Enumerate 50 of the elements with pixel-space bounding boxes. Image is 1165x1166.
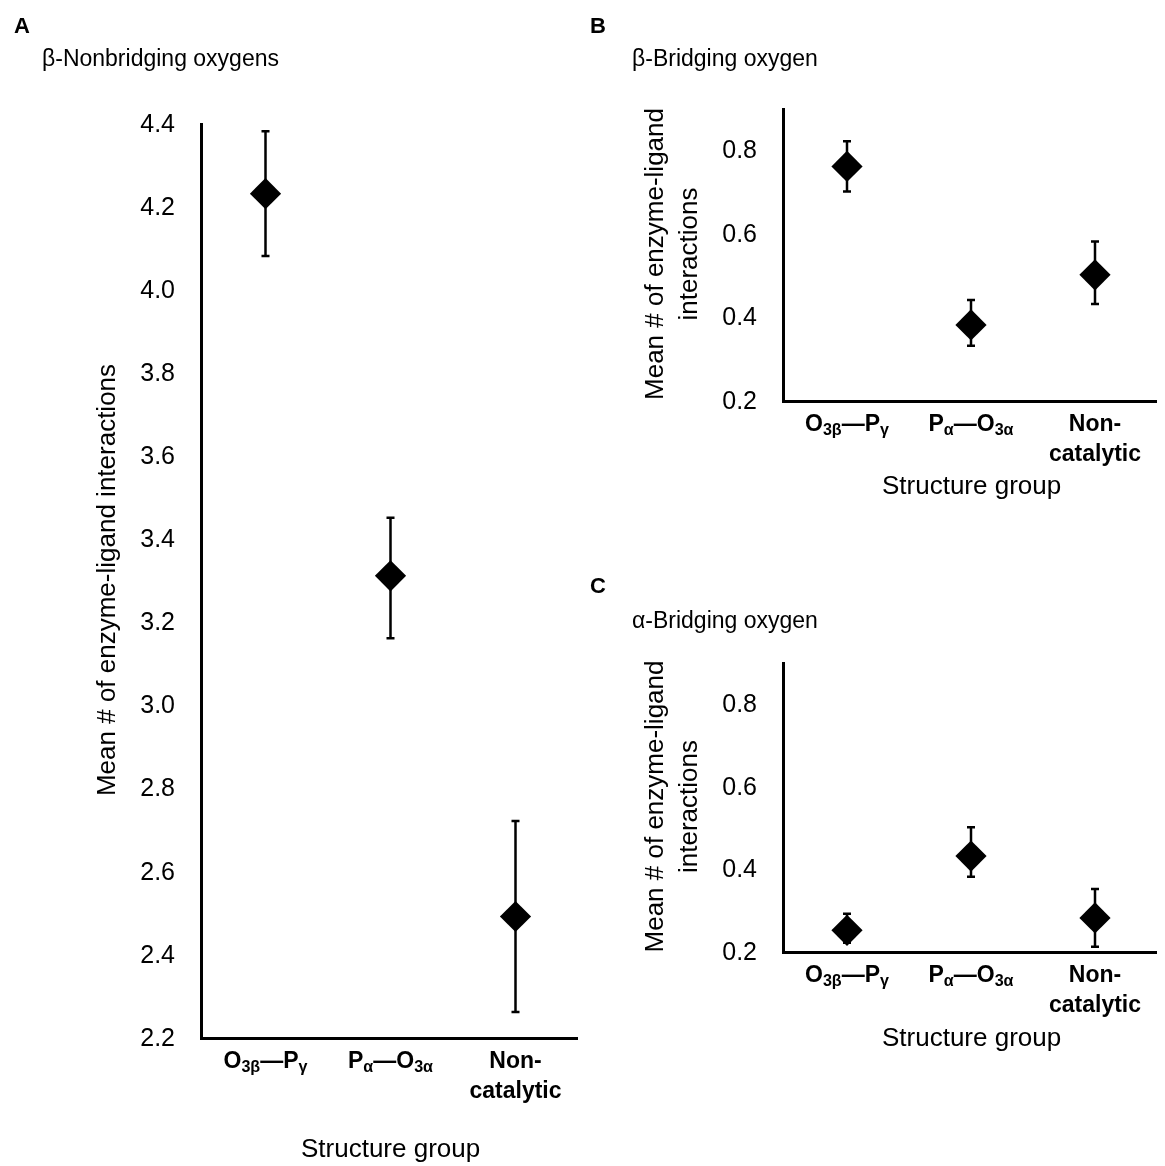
point	[249, 178, 282, 210]
y-tick-label: 0.4	[722, 302, 758, 331]
x-tick-label: P$_{α}$—O$_{3α}$	[928, 960, 1014, 990]
point	[1079, 259, 1111, 291]
x-tick-label: Non-catalytic	[469, 1046, 562, 1103]
x-tick-label: O$_{3β}$—P$_{γ}$	[805, 960, 890, 990]
x-axis-title: Structure group	[301, 1133, 481, 1163]
y-tick-label: 0.2	[722, 936, 757, 965]
x-axis-title: Structure group	[882, 1022, 1062, 1052]
y-tick-label: 2.4	[140, 939, 176, 968]
y-tick-label: 2.6	[140, 856, 175, 885]
text: B	[590, 13, 606, 38]
y-tick-label: 2.8	[140, 773, 175, 802]
y-tick-label: 0.6	[722, 218, 757, 247]
y-tick-label: 3.6	[140, 441, 175, 470]
x-tick-label: Non-catalytic	[1048, 409, 1142, 466]
x-tick-label: O$_{3β}$—P$_{γ}$	[223, 1046, 308, 1076]
y-axis-title: Mean # of enzyme-ligand interactions	[638, 660, 703, 953]
chart-title: β-Bridging oxygen	[632, 45, 818, 71]
y-tick-label: 0.2	[722, 385, 757, 414]
y-axis-title: Mean # of enzyme-ligand interactions	[90, 363, 121, 797]
y-tick-label: 3.8	[140, 358, 175, 387]
text: C	[590, 573, 606, 598]
point	[955, 840, 987, 872]
chart-title: α-Bridging oxygen	[632, 607, 818, 633]
point	[831, 150, 863, 182]
y-tick-label: 3.2	[140, 607, 175, 636]
chart-title: β-Nonbridging oxygens	[42, 45, 279, 71]
y-axis-title: Mean # of enzyme-ligand interactions	[638, 108, 703, 400]
y-tick-label: 4.2	[140, 191, 175, 220]
x-tick-label: Non-catalytic	[1048, 960, 1142, 1017]
point	[1079, 902, 1111, 934]
y-tick-label: 2.2	[140, 1022, 175, 1051]
x-tick-label: P$_{α}$—O$_{3α}$	[928, 409, 1014, 439]
y-tick-label: 0.4	[722, 854, 758, 883]
x-tick-label: P$_{α}$—O$_{3α}$	[348, 1046, 434, 1076]
y-tick-label: 0.6	[722, 771, 757, 800]
y-tick-label: 0.8	[722, 689, 757, 718]
y-tick-label: 0.8	[722, 135, 757, 164]
text: A	[14, 13, 30, 38]
x-tick-label: O$_{3β}$—P$_{γ}$	[805, 409, 890, 439]
x-axis-title: Structure group	[882, 470, 1062, 500]
y-tick-label: 3.0	[140, 690, 175, 719]
y-tick-label: 4.0	[140, 274, 175, 303]
point	[955, 309, 987, 341]
y-tick-label: 4.4	[140, 108, 176, 137]
point	[499, 900, 532, 933]
y-tick-label: 3.4	[140, 524, 176, 553]
point	[374, 560, 407, 592]
point	[831, 914, 863, 946]
